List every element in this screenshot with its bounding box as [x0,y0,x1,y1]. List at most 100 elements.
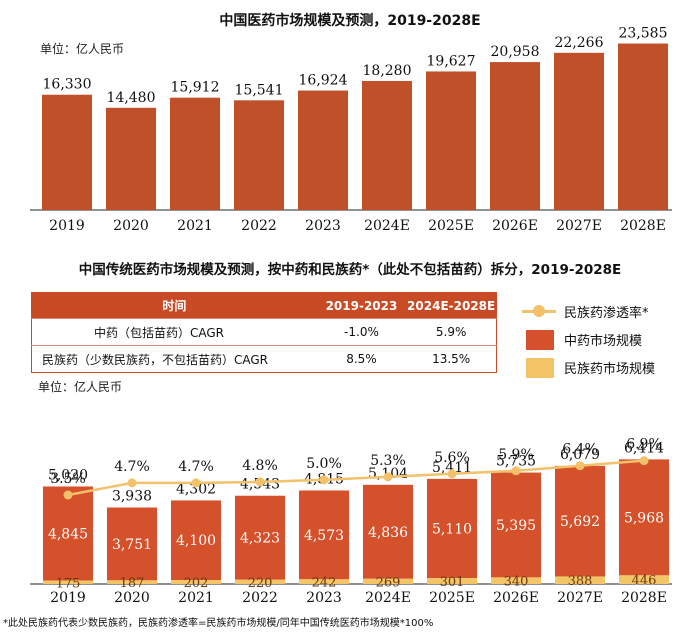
data-label-tcm: 5,110 [432,522,472,538]
tick-label: 2023 [306,590,342,606]
cagr-value: 8.5% [316,345,407,373]
data-label-ethnic: 220 [248,576,273,591]
tick-label: 2027E [557,590,603,606]
data-label: 22,266 [555,35,604,51]
penetration-point [447,469,457,479]
bar-tcm [43,486,93,581]
penetration-point [319,475,329,485]
penetration-point [511,466,521,476]
bar-ethnic [43,580,93,584]
data-label-ethnic: 242 [312,576,337,591]
penetration-label: 5.9% [498,447,534,463]
data-label-total: 5,020 [48,467,88,483]
legend-label: 中药市场规模 [564,334,643,349]
legend-swatch [526,330,554,350]
data-label-tcm: 5,692 [560,514,600,530]
data-label: 15,912 [171,80,220,96]
chart1-plot: 16,330 2019 14,480 2020 15,912 2021 15,541 2022… [30,26,672,234]
bar-tcm [107,507,157,581]
cagr-table: 时间 2019-2023 2024E-2028E 中药（包括苗药）CAGR -1… [31,292,497,373]
data-label-tcm: 4,323 [240,531,280,547]
data-label-total: 5,411 [432,460,472,476]
penetration-point [191,478,201,488]
bar [362,80,412,210]
bar-tcm [555,465,605,577]
data-label-total: 6,414 [624,440,664,456]
tick-label: 2024E [364,218,410,234]
data-label: 14,480 [107,90,156,106]
data-label-ethnic: 340 [504,575,529,590]
cagr-value: -1.0% [316,318,407,346]
cagr-header-2019-2023: 2019-2023 [316,292,407,319]
tick-label: 2022 [241,218,277,234]
tick-label: 2028E [620,218,666,234]
legend-dot-swatch [533,305,545,317]
chart1-unit: 单位：亿人民币 [40,42,125,56]
cagr-header-2024-2028: 2024E-2028E [406,292,497,319]
bar-tcm [427,478,477,579]
bar [618,43,668,211]
data-label: 15,541 [235,82,284,98]
tick-label: 2026E [493,590,539,606]
data-label-ethnic: 175 [56,576,81,591]
tick-label: 2023 [305,218,341,234]
penetration-label: 5.3% [370,453,406,469]
data-label-total: 3,938 [112,488,152,504]
data-label-ethnic: 202 [184,576,209,591]
penetration-label: 5.0% [306,456,342,472]
tick-label: 2028E [621,590,667,606]
data-label: 16,330 [43,77,92,93]
data-label-tcm: 4,845 [48,527,88,543]
bar-tcm [491,472,541,578]
bar [426,71,476,210]
data-label-tcm: 4,573 [304,528,344,544]
bar [234,100,284,210]
bar-ethnic [555,576,605,584]
tick-label: 2025E [428,218,474,234]
data-label-ethnic: 446 [632,574,657,589]
bar-ethnic [107,580,157,584]
penetration-label: 5.6% [434,450,470,466]
data-label-total: 5,735 [496,454,536,470]
data-label-ethnic: 187 [120,576,145,591]
data-label-ethnic: 269 [376,575,401,590]
data-label: 19,627 [427,53,476,69]
bar-tcm [171,500,221,581]
data-label-total: 4,302 [176,481,216,497]
chart1-title: 中国医药市场规模及预测，2019-2028E [219,13,481,29]
cagr-row-label: 民族药（少数民族药，不包括苗药）CAGR [31,345,317,373]
bar-tcm [299,490,349,580]
data-label-tcm: 3,751 [112,537,152,553]
tick-label: 2021 [178,590,214,606]
tick-label: 2024E [365,590,411,606]
bar [490,62,540,211]
bar-ethnic [491,577,541,584]
legend-label: 民族药渗透率* [564,306,649,321]
chart2-title: 中国传统医药市场规模及预测，按中药和民族药*（此处不包括苗药）拆分，2019-2… [78,262,622,278]
penetration-label: 6.9% [626,437,662,453]
data-label-ethnic: 301 [440,575,465,590]
cagr-header-period: 时间 [31,292,317,319]
bar-tcm [235,495,285,580]
bar-tcm [619,459,669,576]
tick-label: 2020 [113,218,149,234]
data-label: 20,958 [491,44,540,60]
data-label-tcm: 5,968 [624,510,664,526]
chart2-unit: 单位：亿人民币 [38,380,123,394]
data-label: 16,924 [299,73,348,89]
penetration-point [383,472,393,482]
cagr-row-label: 中药（包括苗药）CAGR [31,318,317,346]
data-label-tcm: 4,100 [176,533,216,549]
penetration-label: 4.7% [114,459,150,475]
footnote: *此处民族药代表少数民族药，民族药渗透率=民族药市场规模/同年中国传统医药市场规… [3,618,434,629]
penetration-point [639,456,649,466]
tick-label: 2019 [50,590,86,606]
data-label-ethnic: 388 [568,574,593,589]
tick-label: 2027E [556,218,602,234]
tick-label: 2021 [177,218,213,234]
bar [554,52,604,211]
cagr-row-tcm: 中药（包括苗药）CAGR -1.0% 5.9% [31,318,497,346]
penetration-point [63,490,73,500]
bar [170,97,220,210]
bar-tcm [363,484,413,579]
